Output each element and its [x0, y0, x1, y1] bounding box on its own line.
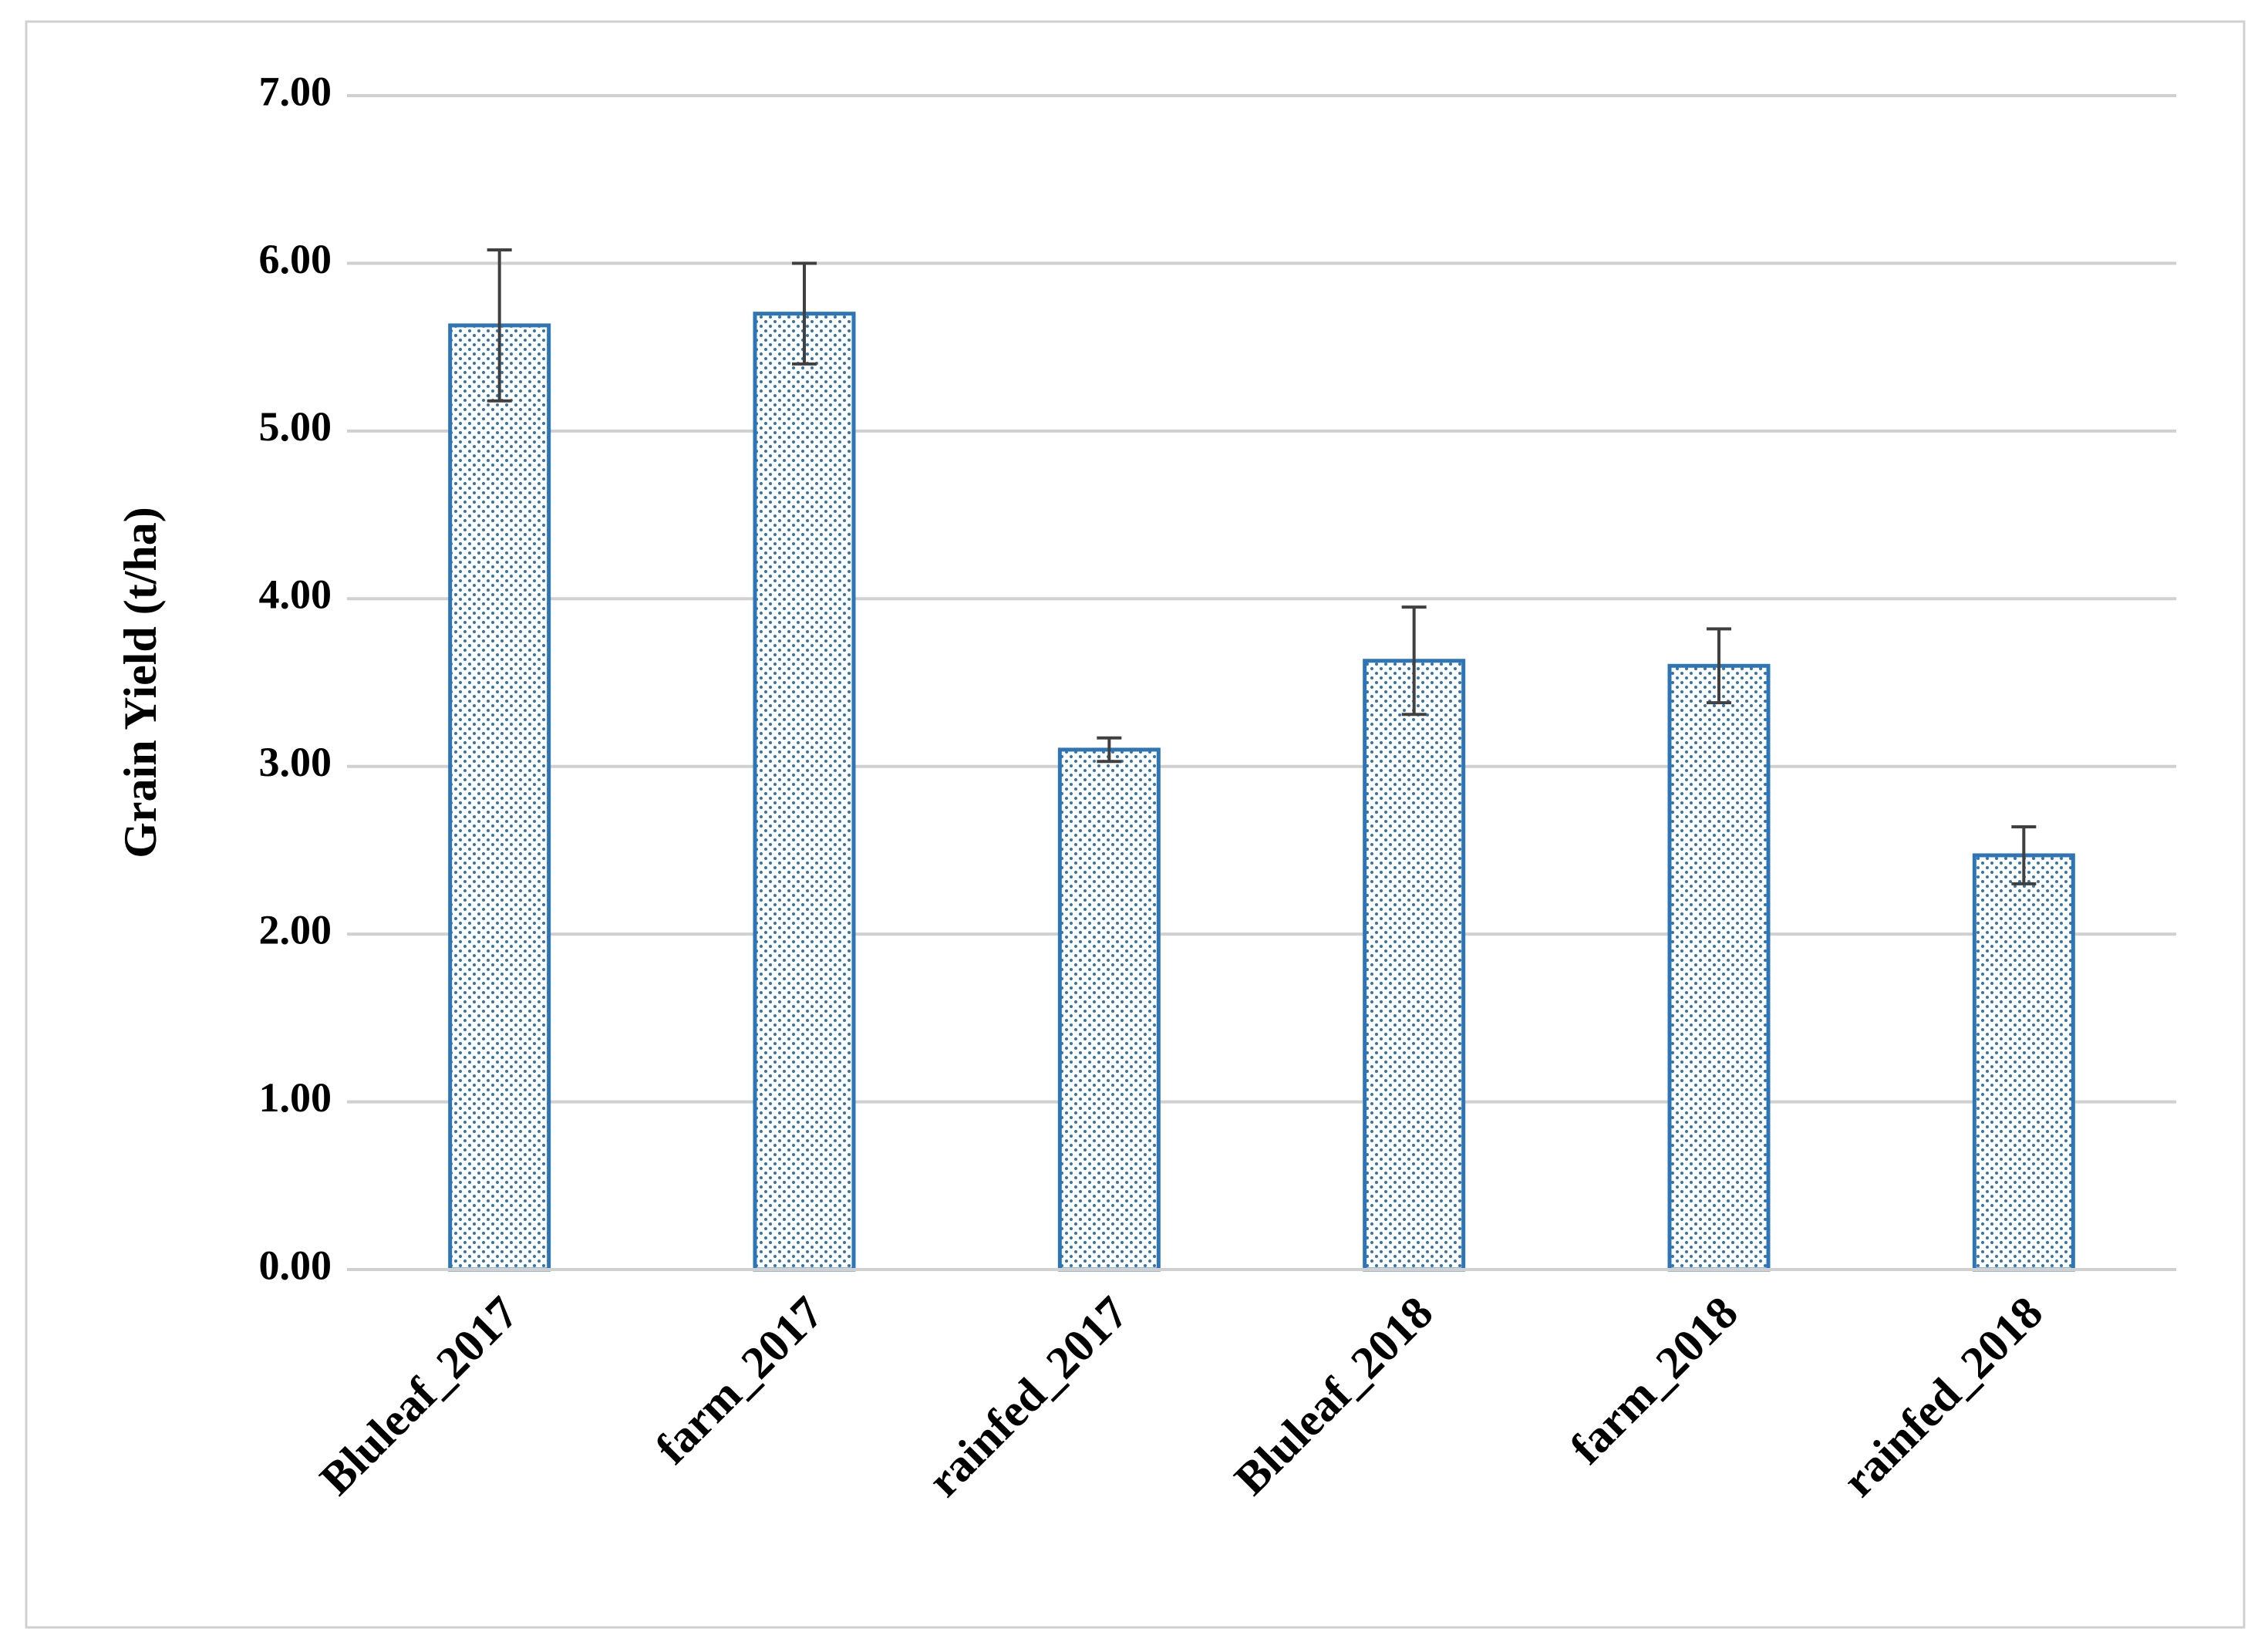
bar	[753, 312, 856, 1272]
bar	[1363, 659, 1466, 1272]
bar	[448, 323, 551, 1272]
y-tick-label: 6.00	[259, 236, 332, 282]
y-tick-label: 5.00	[259, 403, 332, 450]
y-tick-label: 7.00	[259, 68, 332, 114]
bar	[1057, 747, 1161, 1272]
y-tick-label: 2.00	[259, 907, 332, 953]
y-tick-label: 1.00	[259, 1074, 332, 1121]
y-axis-title: Grain Yield (t/ha)	[115, 507, 166, 858]
y-tick-label: 4.00	[259, 572, 332, 618]
y-tick-label: 3.00	[259, 739, 332, 785]
bar	[1667, 663, 1771, 1272]
y-tick-label: 0.00	[259, 1242, 332, 1288]
bar	[1972, 853, 2075, 1272]
